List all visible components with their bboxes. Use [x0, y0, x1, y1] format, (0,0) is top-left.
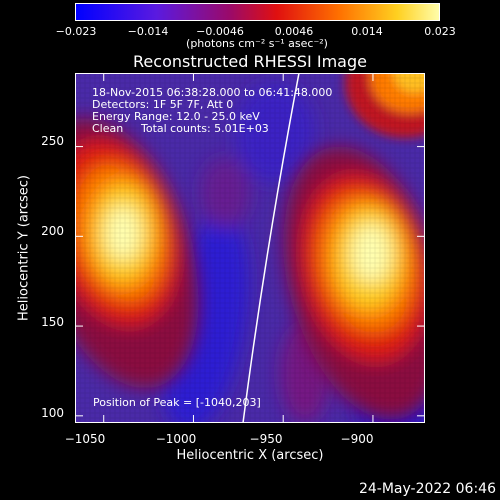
- colorbar-tick: −0.0046: [196, 25, 244, 38]
- annotation-clean: Clean: [92, 122, 124, 135]
- y-axis-label: Heliocentric Y (arcsec): [16, 175, 32, 321]
- footer-date: 24-May-2022 06:46: [358, 481, 496, 497]
- rhessi-image: 18-Nov-2015 06:38:28.000 to 06:41:48.000…: [75, 73, 425, 423]
- annotation-detectors: Detectors: 1F 5F 7F, Att 0: [92, 98, 234, 111]
- annotation-peak-position: Position of Peak = [-1040,203]: [93, 396, 261, 409]
- y-tick-label: 100: [41, 406, 64, 420]
- y-tick-label: 200: [41, 224, 64, 238]
- x-tick-label: −950: [249, 432, 283, 446]
- rhessi-image-map: [75, 73, 425, 423]
- plot-title: Reconstructed RHESSI Image: [133, 52, 367, 71]
- y-tick-label: 250: [41, 134, 64, 148]
- colorbar-tick: 0.023: [424, 25, 456, 38]
- annotation-time-range: 18-Nov-2015 06:38:28.000 to 06:41:48.000: [92, 86, 333, 99]
- x-tick-label: −1050: [64, 432, 106, 446]
- colorbar-tick: −0.023: [55, 25, 97, 38]
- colorbar-units: (photons cm⁻² s⁻¹ asec⁻²): [186, 37, 328, 50]
- annotation-total-counts: Total counts: 5.01E+03: [141, 122, 269, 135]
- annotation-energy-range: Energy Range: 12.0 - 25.0 keV: [92, 110, 260, 123]
- x-axis-label: Heliocentric X (arcsec): [176, 448, 324, 463]
- solar-limb: [242, 73, 300, 423]
- colorbar-tick: 0.014: [351, 25, 383, 38]
- colorbar-tick: 0.0046: [274, 25, 314, 38]
- tick-marks: [75, 73, 425, 423]
- x-tick-label: −1000: [155, 432, 197, 446]
- colorbar: [75, 3, 440, 21]
- y-tick-label: 150: [41, 315, 64, 329]
- x-tick-label: −900: [340, 432, 374, 446]
- colorbar-tick: −0.014: [127, 25, 169, 38]
